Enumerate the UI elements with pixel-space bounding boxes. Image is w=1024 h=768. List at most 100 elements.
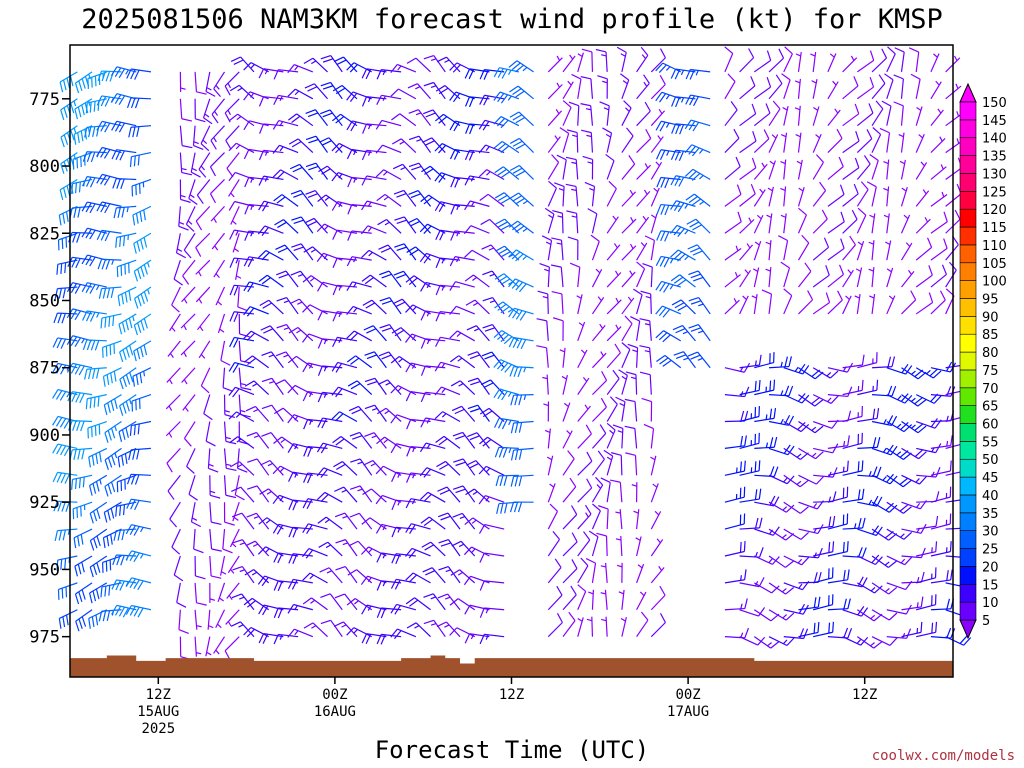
wind-barb [232, 566, 255, 584]
barb-flag [111, 149, 117, 160]
barb-flag [435, 337, 441, 347]
barb-staff [431, 567, 446, 584]
wind-barb [672, 324, 696, 342]
barb-half-flag [782, 506, 788, 511]
barb-staff [856, 59, 875, 73]
barb-flag [320, 468, 328, 478]
barb-staff [353, 62, 372, 73]
barb-staff [754, 389, 774, 396]
barb-half-flag [595, 268, 601, 274]
barb-flag [636, 261, 645, 270]
barb-half-flag [767, 642, 772, 647]
wind-barb [209, 475, 221, 499]
barb-staff [171, 528, 181, 548]
barb-staff [697, 351, 711, 369]
colorbar-label: 115 [982, 221, 1007, 236]
barb-flag [468, 150, 475, 161]
barb-flag [76, 232, 81, 243]
barb-flag [392, 298, 403, 305]
wind-barb [812, 265, 830, 288]
barb-flag [497, 332, 506, 341]
wind-barb [449, 330, 476, 342]
barb-staff [238, 461, 255, 476]
barb-staff [250, 62, 269, 73]
wind-barb [642, 263, 653, 288]
barb-flag [484, 327, 496, 332]
wind-barb [945, 635, 972, 646]
colorbar-swatch [959, 476, 977, 496]
barb-flag [493, 91, 501, 101]
barb-flag [259, 488, 269, 495]
barb-half-flag [684, 203, 689, 209]
wind-barb [650, 135, 664, 153]
barb-flag [754, 489, 758, 500]
barb-staff [739, 582, 760, 588]
barb-flag [52, 363, 59, 373]
wind-barb [857, 525, 883, 537]
barb-flag [733, 128, 740, 139]
barb-flag [420, 516, 430, 524]
barb-flag [423, 254, 431, 264]
barb-half-flag [733, 298, 738, 304]
barb-staff [827, 166, 844, 180]
barb-half-flag [577, 617, 583, 622]
barb-staff [385, 407, 402, 422]
barb-flag [655, 120, 662, 131]
barb-staff [768, 108, 781, 127]
wind-barb [615, 509, 623, 530]
barb-half-flag [227, 621, 232, 627]
barb-staff [134, 259, 152, 272]
barb-flag [134, 98, 140, 109]
barb-half-flag [543, 403, 549, 407]
wind-barb [453, 458, 476, 476]
wind-barb [493, 116, 520, 129]
wind-barb [223, 475, 237, 499]
terrain-fill [70, 655, 953, 677]
barb-staff [562, 514, 578, 530]
barb-flag [82, 310, 88, 321]
barb-staff [454, 148, 475, 154]
wind-barb [856, 240, 865, 261]
barb-staff [636, 242, 648, 261]
wind-barb [724, 569, 747, 584]
barb-flag [890, 445, 898, 456]
barb-flag [196, 602, 207, 606]
wind-barb [916, 567, 937, 584]
barb-flag [129, 578, 136, 589]
barb-flag [775, 74, 783, 84]
barb-flag [224, 521, 235, 526]
barb-flag [950, 569, 953, 581]
barb-staff [410, 391, 431, 396]
barb-staff [280, 169, 299, 180]
wind-barb [407, 217, 432, 234]
barb-half-flag [641, 54, 647, 60]
wind-barb [423, 619, 446, 638]
barb-staff [813, 577, 833, 584]
barb-flag [88, 592, 93, 604]
barb-staff [194, 71, 198, 92]
barb-staff [798, 631, 819, 638]
wind-barb [435, 336, 461, 347]
barb-flag [765, 103, 771, 114]
barb-flag [361, 175, 368, 186]
barb-staff [381, 94, 402, 100]
barb-half-flag [744, 269, 749, 275]
barb-staff [60, 152, 78, 165]
y-tick-label: 775 [29, 90, 60, 110]
barb-flag [176, 252, 187, 259]
barb-staff [621, 271, 636, 288]
barb-staff [916, 604, 936, 611]
wind-barb [827, 386, 853, 398]
barb-flag [609, 479, 621, 483]
wind-barb [213, 71, 226, 98]
barb-staff [381, 119, 402, 127]
wind-barb [131, 178, 152, 197]
barb-staff [224, 98, 240, 114]
barb-staff [86, 310, 107, 315]
barb-staff [411, 547, 431, 557]
colorbar-swatch [959, 566, 977, 585]
barb-flag [449, 330, 458, 339]
barb-flag [106, 610, 111, 621]
wind-barb [188, 179, 198, 205]
barb-staff [477, 404, 490, 422]
